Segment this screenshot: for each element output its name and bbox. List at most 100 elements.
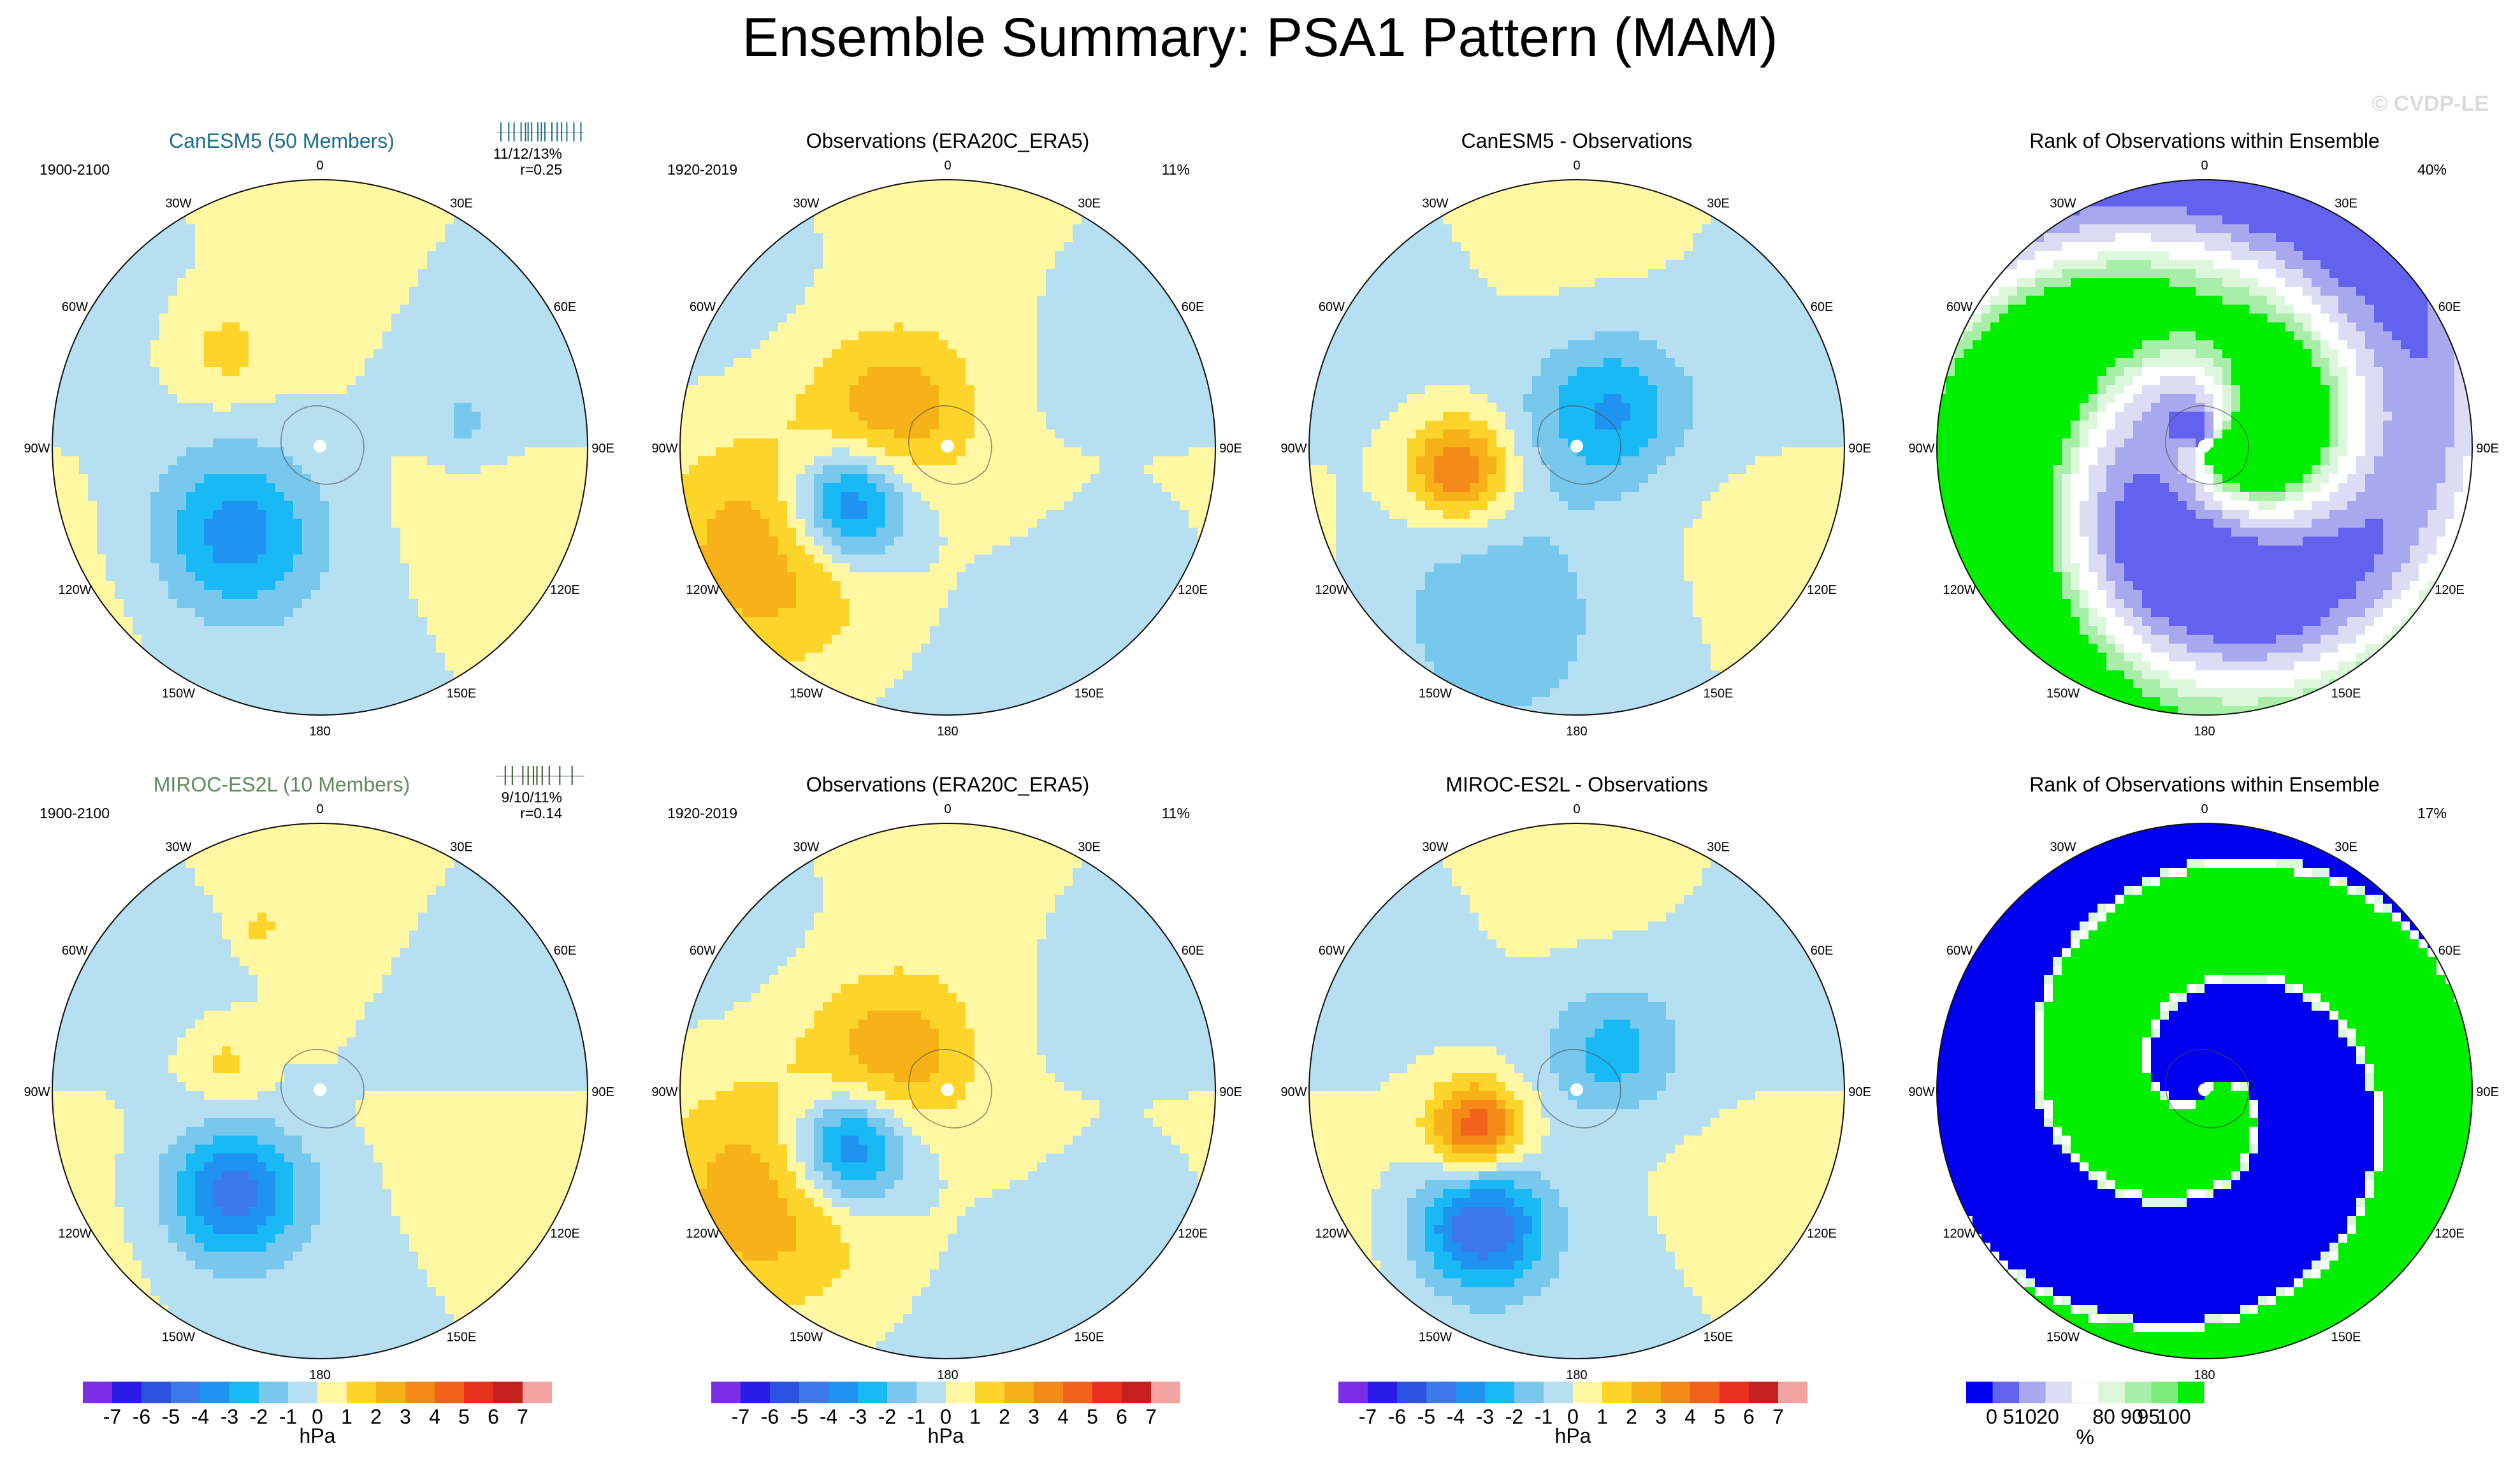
field-cell: [204, 635, 214, 644]
field-cell: [338, 314, 347, 323]
field-cell: [1180, 367, 1189, 377]
field-cell: [266, 599, 276, 609]
field-cell: [561, 456, 570, 466]
field-cell: [391, 483, 401, 493]
field-cell: [805, 456, 815, 466]
field-cell: [436, 251, 445, 261]
field-cell: [400, 287, 410, 296]
field-cell: [472, 412, 481, 421]
field-cell: [418, 617, 428, 626]
field-cell: [1090, 340, 1100, 350]
field-cell: [293, 483, 303, 493]
field-cell: [240, 412, 249, 421]
field-cell: [427, 465, 437, 475]
field-cell: [320, 661, 329, 671]
field-cell: [231, 670, 240, 680]
field-cell: [1117, 269, 1127, 278]
field-cell: [796, 331, 806, 341]
field-cell: [356, 287, 365, 296]
field-cell: [133, 376, 142, 386]
field-cell: [195, 421, 205, 430]
field-cell: [823, 314, 832, 323]
field-cell: [876, 260, 886, 270]
field-cell: [373, 215, 383, 225]
field-cell: [195, 269, 205, 278]
field-cell: [284, 492, 294, 502]
field-cell: [516, 287, 526, 296]
field-cell: [249, 421, 258, 430]
field-cell: [543, 340, 553, 350]
field-cell: [1090, 465, 1100, 475]
field-cell: [992, 349, 1002, 359]
field-cell: [257, 322, 267, 332]
field-cell: [534, 563, 544, 573]
field-cell: [921, 474, 931, 484]
field-cell: [525, 465, 535, 475]
field-cell: [552, 492, 561, 502]
field-cell: [1206, 483, 1215, 493]
field-cell: [742, 358, 752, 368]
field-cell: [275, 590, 285, 600]
field-cell: [498, 465, 508, 475]
field-cell: [391, 242, 401, 252]
field-cell: [858, 412, 868, 421]
field-cell: [472, 608, 481, 618]
field-cell: [284, 626, 294, 635]
field-cell: [948, 340, 957, 350]
field-cell: [168, 581, 178, 591]
field-cell: [570, 492, 579, 502]
field-cell: [534, 358, 544, 368]
field-cell: [409, 394, 419, 403]
field-cell: [177, 269, 187, 278]
field-cell: [436, 492, 445, 502]
field-cell: [1206, 430, 1215, 439]
field-cell: [373, 483, 383, 493]
field-cell: [481, 661, 490, 671]
field-cell: [1046, 430, 1055, 439]
field-cell: [787, 349, 797, 359]
field-cell: [311, 430, 321, 439]
field-cell: [1028, 501, 1038, 510]
field-cell: [436, 269, 445, 278]
field-cell: [1037, 233, 1046, 243]
field-cell: [1198, 340, 1207, 350]
field-cell: [222, 206, 231, 216]
field-cell: [867, 403, 877, 412]
field-cell: [463, 421, 472, 430]
field-cell: [1055, 251, 1064, 261]
field-cell: [885, 296, 895, 305]
field-cell: [427, 314, 437, 323]
field-cell: [454, 322, 463, 332]
field-cell: [61, 546, 71, 555]
field-cell: [930, 367, 939, 377]
field-cell: [930, 296, 939, 305]
field-cell: [481, 412, 490, 421]
field-cell: [141, 287, 151, 296]
field-cell: [240, 198, 249, 207]
field-cell: [436, 590, 445, 600]
field-cell: [427, 590, 437, 600]
field-cell: [930, 376, 939, 386]
field-cell: [231, 367, 240, 377]
field-cell: [463, 501, 472, 510]
field-cell: [1162, 296, 1171, 305]
field-cell: [257, 358, 267, 368]
field-cell: [912, 492, 922, 502]
field-cell: [1090, 438, 1100, 448]
field-cell: [734, 376, 743, 386]
field-cell: [716, 474, 725, 484]
field-cell: [1090, 385, 1100, 394]
field-cell: [858, 474, 868, 484]
field-cell: [141, 269, 151, 278]
field-cell: [427, 349, 437, 359]
field-cell: [489, 412, 499, 421]
field-cell: [516, 554, 526, 564]
field-cell: [382, 599, 392, 609]
field-cell: [445, 296, 454, 305]
field-cell: [365, 340, 374, 350]
field-cell: [814, 287, 823, 296]
field-cell: [481, 224, 490, 234]
field-cell: [974, 376, 984, 386]
field-cell: [1162, 358, 1171, 368]
field-cell: [150, 367, 160, 377]
